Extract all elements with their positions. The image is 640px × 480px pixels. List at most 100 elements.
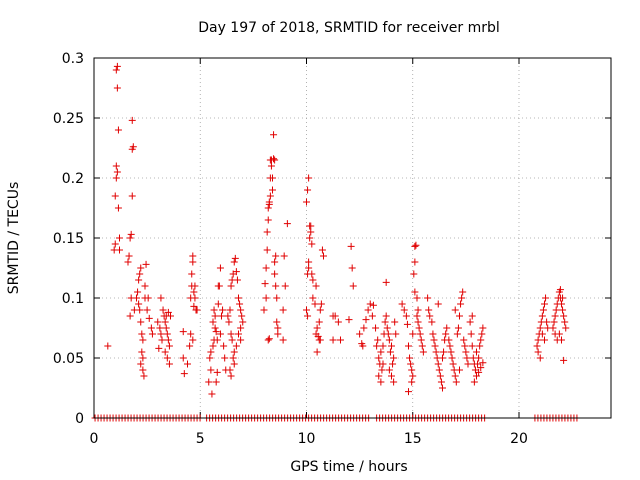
- data-point: [272, 252, 280, 260]
- data-point: [139, 336, 147, 344]
- data-point: [467, 330, 475, 338]
- data-point: [349, 282, 357, 290]
- data-point: [461, 342, 469, 350]
- data-point: [347, 242, 355, 250]
- data-point: [402, 312, 410, 320]
- data-point: [561, 318, 569, 326]
- data-point: [305, 264, 313, 272]
- data-point: [219, 306, 227, 314]
- data-point: [400, 306, 408, 314]
- data-point: [137, 360, 145, 368]
- data-point: [125, 252, 133, 260]
- data-point: [113, 84, 121, 92]
- data-point: [387, 342, 395, 350]
- data-point: [279, 306, 287, 314]
- data-point: [464, 360, 472, 368]
- y-tick-label: 0.25: [53, 111, 84, 127]
- data-point: [470, 378, 478, 386]
- data-point: [408, 378, 416, 386]
- data-point: [472, 372, 480, 380]
- data-point: [213, 368, 221, 376]
- data-point: [189, 258, 197, 266]
- data-point: [274, 330, 282, 338]
- data-point: [549, 324, 557, 332]
- data-point: [451, 372, 459, 380]
- data-point: [207, 366, 215, 374]
- data-point: [193, 306, 201, 314]
- data-point: [114, 126, 122, 134]
- data-point: [212, 378, 220, 386]
- data-point: [362, 316, 370, 324]
- data-point: [156, 324, 164, 332]
- data-point: [232, 342, 240, 350]
- data-point: [373, 342, 381, 350]
- data-point: [331, 312, 339, 320]
- data-point: [455, 366, 463, 374]
- data-point: [155, 344, 163, 352]
- data-point: [472, 348, 480, 356]
- data-point: [142, 260, 150, 268]
- data-point: [267, 162, 275, 170]
- data-point: [317, 300, 325, 308]
- data-point: [451, 306, 459, 314]
- data-point: [477, 336, 485, 344]
- y-tick-label: 0.3: [62, 51, 84, 67]
- data-point: [114, 204, 122, 212]
- data-point: [377, 348, 385, 356]
- data-point: [273, 294, 281, 302]
- data-point: [239, 318, 247, 326]
- data-point: [159, 306, 167, 314]
- data-point: [404, 342, 412, 350]
- data-point: [386, 348, 394, 356]
- data-point: [306, 234, 314, 242]
- data-point: [336, 336, 344, 344]
- data-point: [428, 318, 436, 326]
- data-point: [403, 320, 411, 328]
- data-point: [418, 342, 426, 350]
- data-point: [453, 330, 461, 338]
- data-point: [224, 312, 232, 320]
- data-point: [113, 168, 121, 176]
- data-point: [207, 348, 215, 356]
- data-point: [377, 378, 385, 386]
- x-tick-label: 0: [90, 431, 99, 447]
- data-point: [228, 336, 236, 344]
- data-point: [137, 264, 145, 272]
- data-point: [348, 264, 356, 272]
- data-point: [261, 280, 269, 288]
- data-point: [391, 318, 399, 326]
- data-point: [271, 270, 279, 278]
- data-point: [559, 306, 567, 314]
- data-point: [137, 318, 145, 326]
- data-point: [264, 204, 272, 212]
- data-point: [227, 282, 235, 290]
- data-point: [475, 368, 483, 376]
- data-point: [382, 278, 390, 286]
- data-point: [407, 360, 415, 368]
- data-point: [368, 312, 376, 320]
- data-point: [319, 252, 327, 260]
- data-point: [158, 336, 166, 344]
- data-point: [557, 300, 565, 308]
- data-point: [550, 318, 558, 326]
- data-point: [432, 348, 440, 356]
- data-point: [560, 356, 568, 364]
- y-tick-label: 0.15: [53, 231, 84, 247]
- data-point: [163, 330, 171, 338]
- data-point: [475, 354, 483, 362]
- x-tick-label: 15: [404, 431, 422, 447]
- data-point: [157, 330, 165, 338]
- data-point: [434, 360, 442, 368]
- data-point: [379, 360, 387, 368]
- grid-lines: [94, 58, 611, 418]
- data-point: [559, 294, 567, 302]
- data-point: [227, 330, 235, 338]
- data-point: [262, 294, 270, 302]
- data-point: [562, 324, 570, 332]
- data-point: [225, 318, 233, 326]
- data-point: [163, 354, 171, 362]
- data-point: [311, 300, 319, 308]
- data-point: [414, 306, 422, 314]
- data-point: [318, 246, 326, 254]
- data-point: [230, 258, 238, 266]
